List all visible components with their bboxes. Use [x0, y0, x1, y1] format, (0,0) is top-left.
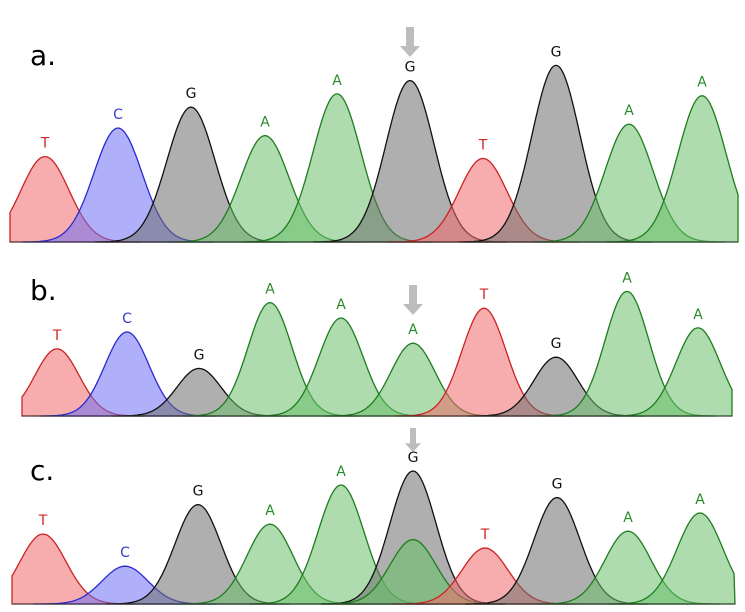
- peak-a: [608, 512, 736, 605]
- panel-a-arrow-icon: [400, 27, 420, 57]
- base-label-a: A: [693, 307, 703, 323]
- panel-a: T C G A A G T G A A a.: [9, 27, 739, 243]
- base-label-t: T: [52, 328, 62, 344]
- base-label-a: A: [697, 75, 707, 91]
- base-label-g: G: [551, 336, 562, 352]
- base-label-a: A: [332, 73, 342, 89]
- base-label-a: A: [265, 282, 275, 298]
- base-label-g: G: [551, 44, 562, 60]
- base-label-t: T: [479, 287, 489, 303]
- panel-c-title: c.: [30, 454, 54, 487]
- base-label-g: G: [552, 477, 563, 493]
- base-label-a: A: [336, 297, 346, 313]
- base-label-c: C: [122, 311, 132, 327]
- panel-c: T C G A A G T G A A c.: [11, 428, 736, 605]
- panel-b: T C G A A A T G A A b.: [21, 270, 733, 417]
- base-label-g: G: [408, 450, 419, 466]
- panel-a-labels: T C G A A G T G A A: [40, 44, 707, 153]
- base-label-t: T: [40, 136, 50, 152]
- base-label-c: C: [113, 107, 123, 123]
- peak-a: [610, 327, 733, 417]
- panel-a-peaks: [9, 64, 739, 243]
- base-label-g: G: [405, 60, 416, 76]
- base-label-a: A: [623, 510, 633, 526]
- base-label-a: A: [622, 270, 632, 286]
- panel-c-peaks: [11, 470, 736, 605]
- panel-b-peaks: [21, 290, 733, 417]
- panel-b-title: b.: [30, 274, 57, 307]
- base-label-g: G: [194, 347, 205, 363]
- base-label-a: A: [408, 322, 418, 338]
- panel-c-arrow-icon: [405, 428, 421, 452]
- base-label-a: A: [336, 464, 346, 480]
- base-label-t: T: [38, 513, 48, 529]
- panel-b-arrow-icon: [403, 285, 423, 315]
- base-label-t: T: [478, 137, 488, 153]
- panel-b-labels: T C G A A A T G A A: [52, 270, 703, 363]
- base-label-t: T: [480, 527, 490, 543]
- panel-c-labels: T C G A A G T G A A: [38, 450, 705, 561]
- base-label-g: G: [193, 484, 204, 500]
- base-label-a: A: [695, 492, 705, 508]
- base-label-a: A: [260, 115, 270, 131]
- peak-a: [605, 95, 739, 243]
- base-label-a: A: [265, 503, 275, 519]
- base-label-c: C: [120, 545, 130, 561]
- panel-a-title: a.: [30, 39, 56, 72]
- base-label-a: A: [624, 103, 634, 119]
- base-label-g: G: [186, 86, 197, 102]
